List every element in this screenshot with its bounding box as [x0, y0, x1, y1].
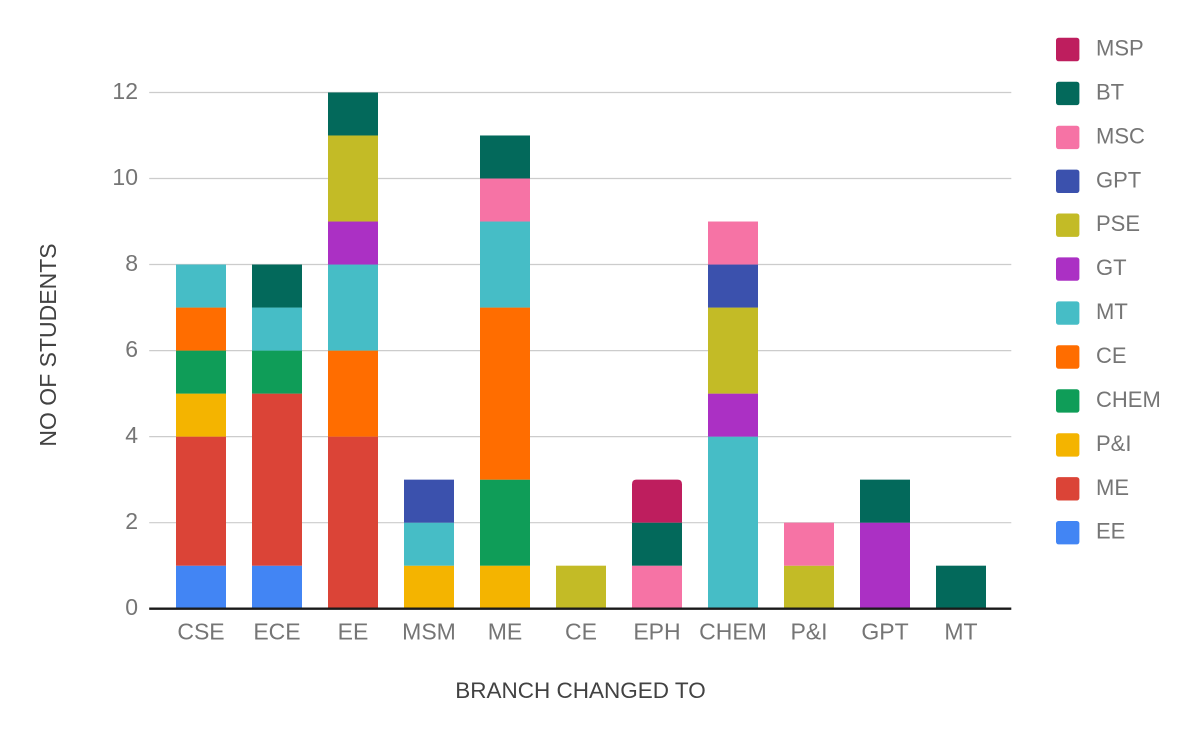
svg-text:NO OF STUDENTS: NO OF STUDENTS — [35, 243, 61, 446]
svg-text:CHEM: CHEM — [1096, 387, 1161, 412]
svg-text:ECE: ECE — [253, 618, 300, 644]
svg-text:2: 2 — [125, 508, 138, 534]
svg-text:CE: CE — [1096, 343, 1127, 368]
svg-text:EE: EE — [1096, 519, 1125, 544]
svg-text:CHEM: CHEM — [699, 618, 767, 644]
svg-text:MT: MT — [1096, 299, 1128, 324]
svg-text:12: 12 — [112, 78, 138, 104]
svg-text:GPT: GPT — [861, 618, 908, 644]
svg-text:GT: GT — [1096, 255, 1127, 280]
svg-text:6: 6 — [125, 336, 138, 362]
svg-text:ME: ME — [488, 618, 523, 644]
svg-text:MT: MT — [944, 618, 977, 644]
svg-text:ME: ME — [1096, 475, 1129, 500]
svg-text:GPT: GPT — [1096, 167, 1141, 192]
svg-text:8: 8 — [125, 250, 138, 276]
svg-text:P&I: P&I — [790, 618, 827, 644]
svg-text:P&I: P&I — [1096, 431, 1131, 456]
svg-text:MSP: MSP — [1096, 36, 1144, 61]
svg-text:0: 0 — [125, 594, 138, 620]
svg-text:BRANCH CHANGED TO: BRANCH CHANGED TO — [455, 678, 705, 703]
svg-text:MSC: MSC — [1096, 123, 1145, 148]
svg-text:CSE: CSE — [177, 618, 224, 644]
svg-text:EE: EE — [338, 618, 369, 644]
svg-text:4: 4 — [125, 422, 138, 448]
svg-text:MSM: MSM — [402, 618, 456, 644]
svg-text:CE: CE — [565, 618, 597, 644]
svg-text:PSE: PSE — [1096, 211, 1140, 236]
svg-text:10: 10 — [112, 164, 138, 190]
svg-text:EPH: EPH — [633, 618, 680, 644]
svg-text:BT: BT — [1096, 79, 1124, 104]
